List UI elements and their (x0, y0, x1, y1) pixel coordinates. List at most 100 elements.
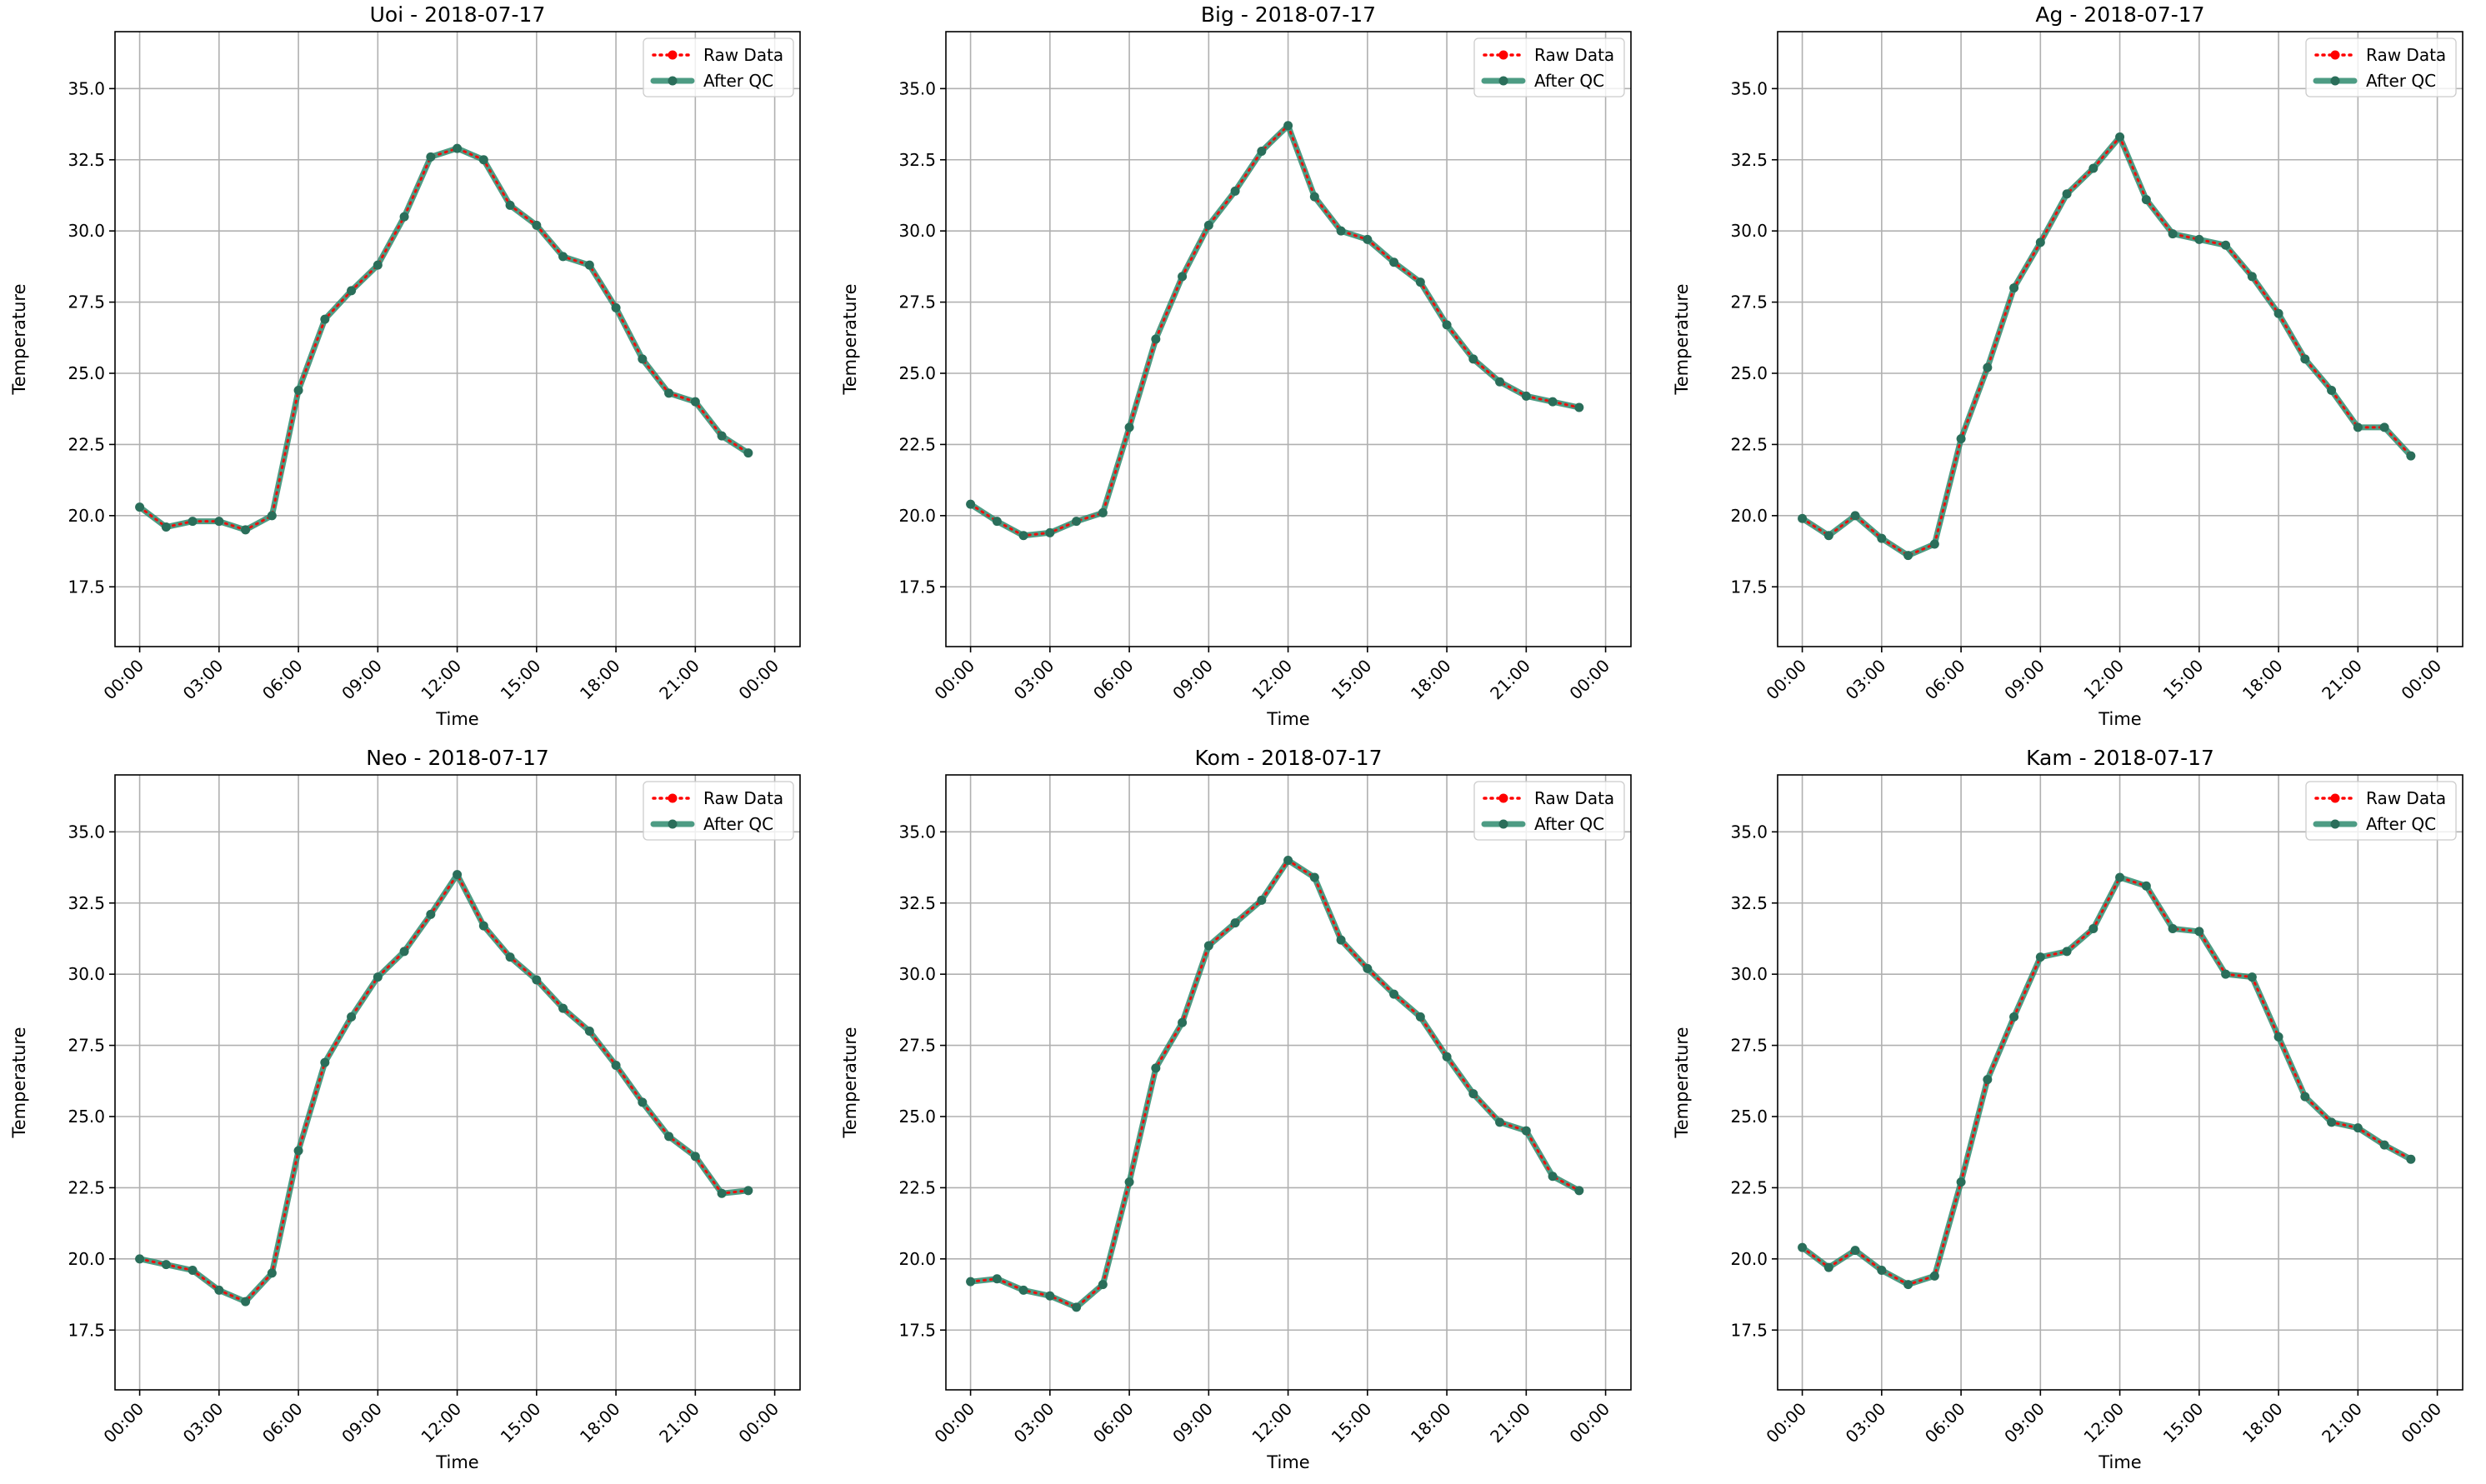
data-point (717, 431, 727, 441)
x-tick-label: 03:00 (1842, 1399, 1890, 1447)
series-line-after-qc (968, 122, 1583, 539)
x-axis-label: Time (1266, 1452, 1309, 1472)
x-axis-label: Time (2098, 709, 2141, 729)
y-tick-label: 30.0 (898, 221, 936, 241)
data-points (135, 870, 753, 1307)
data-point (2009, 283, 2019, 292)
x-tick-label: 03:00 (1010, 656, 1058, 704)
data-point (188, 1266, 198, 1275)
x-axis-label: Time (435, 1452, 478, 1472)
data-point (2406, 451, 2416, 461)
subplot-5: 00:00 03:00 06:00 09:00 12:00 15:00 18:00 21:00… (840, 746, 1632, 1472)
y-tick-label: 25.0 (898, 363, 936, 383)
data-points (1798, 872, 2416, 1290)
series-line-raw-data (969, 858, 1581, 1309)
data-point (2273, 1032, 2283, 1042)
data-point (426, 909, 436, 919)
legend-label-raw-data: Raw Data (1534, 45, 1614, 65)
y-tick-label: 22.5 (898, 1177, 936, 1197)
x-tick-label: 00:00 (99, 656, 148, 704)
y-tick-label: 30.0 (898, 964, 936, 984)
chart-title: Neo - 2018-07-17 (366, 746, 549, 770)
data-point (1415, 277, 1425, 287)
x-tick-label: 21:00 (1486, 1399, 1534, 1447)
data-point (426, 152, 436, 162)
legend: Raw Data After QC (643, 37, 794, 97)
y-tick-label: 20.0 (68, 1249, 105, 1269)
legend-marker-raw-data (1498, 793, 1508, 803)
data-point (1363, 963, 1373, 973)
data-point (293, 386, 303, 395)
data-point (1983, 362, 1993, 372)
x-tick-label: 06:00 (258, 1399, 307, 1447)
gridlines (115, 775, 800, 1390)
legend-marker-after-qc (2330, 76, 2340, 86)
data-point (2247, 972, 2257, 982)
data-point (1495, 377, 1505, 387)
x-axis-ticks: 00:00 03:00 06:00 09:00 12:00 15:00 18:00 21:00… (99, 1390, 783, 1447)
subplot-1: 00:00 03:00 06:00 09:00 12:00 15:00 18:00 21:00… (9, 2, 801, 729)
data-point (320, 1057, 330, 1067)
data-point (399, 947, 409, 957)
data-point (347, 286, 357, 296)
chart-title: Kam - 2018-07-17 (2026, 746, 2214, 770)
data-point (2141, 881, 2151, 891)
data-point (1151, 1063, 1161, 1073)
y-tick-label: 22.5 (1730, 1177, 1768, 1197)
y-tick-label: 25.0 (68, 363, 105, 383)
x-axis-label: Time (435, 709, 478, 729)
x-axis-ticks: 00:00 03:00 06:00 09:00 12:00 15:00 18:00 21:00… (1762, 647, 2445, 703)
data-point (1877, 533, 1887, 543)
data-point (558, 1003, 568, 1013)
x-tick-label: 03:00 (1010, 1399, 1058, 1447)
data-point (743, 448, 753, 458)
data-point (1823, 531, 1833, 541)
y-axis-label: Temperature (840, 283, 860, 395)
data-point (320, 314, 330, 324)
x-tick-label: 15:00 (1328, 656, 1376, 704)
y-tick-label: 20.0 (898, 1249, 936, 1269)
data-point (1230, 918, 1240, 928)
x-tick-label: 00:00 (930, 656, 978, 704)
x-tick-label: 03:00 (179, 1399, 228, 1447)
y-tick-label: 35.0 (898, 78, 936, 98)
y-tick-label: 32.5 (1730, 893, 1768, 913)
data-point (1929, 539, 1939, 549)
data-point (532, 975, 542, 985)
data-point (2115, 872, 2125, 882)
y-tick-label: 32.5 (898, 150, 936, 170)
data-point (2300, 1092, 2310, 1102)
data-point (1309, 872, 1319, 882)
x-tick-label: 21:00 (655, 656, 703, 704)
x-tick-label: 15:00 (1328, 1399, 1376, 1447)
y-tick-label: 20.0 (1730, 1249, 1768, 1269)
data-point (2088, 924, 2098, 933)
data-point (611, 302, 621, 312)
data-point (1850, 1246, 1860, 1256)
y-axis-ticks: 17.5 20.0 22.5 25.0 27.5 30.0 32.5 35.0 (68, 822, 115, 1340)
data-point (2327, 386, 2337, 395)
legend: Raw Data After QC (2305, 781, 2457, 841)
chart-title: Ag - 2018-07-17 (2035, 2, 2204, 27)
x-tick-label: 21:00 (2318, 1399, 2366, 1447)
data-point (2062, 947, 2072, 957)
data-point (2273, 308, 2283, 318)
legend-label-after-qc: After QC (1534, 814, 1604, 834)
data-point (1045, 527, 1055, 537)
data-points (966, 856, 1584, 1312)
y-axis-ticks: 17.5 20.0 22.5 25.0 27.5 30.0 32.5 35.0 (68, 78, 115, 597)
legend: Raw Data After QC (643, 781, 794, 841)
y-tick-label: 35.0 (1730, 822, 1768, 842)
x-tick-label: 12:00 (417, 656, 465, 704)
data-point (1045, 1291, 1055, 1301)
data-points (966, 121, 1584, 541)
y-axis-label: Temperature (1672, 283, 1692, 395)
x-tick-label: 18:00 (1407, 656, 1455, 704)
gridlines (115, 32, 800, 647)
data-point (135, 502, 145, 512)
data-point (532, 220, 542, 230)
data-point (1336, 935, 1346, 945)
data-point (2353, 1123, 2363, 1133)
data-point (1178, 1017, 1188, 1027)
series-line-raw-data (1801, 876, 2413, 1287)
